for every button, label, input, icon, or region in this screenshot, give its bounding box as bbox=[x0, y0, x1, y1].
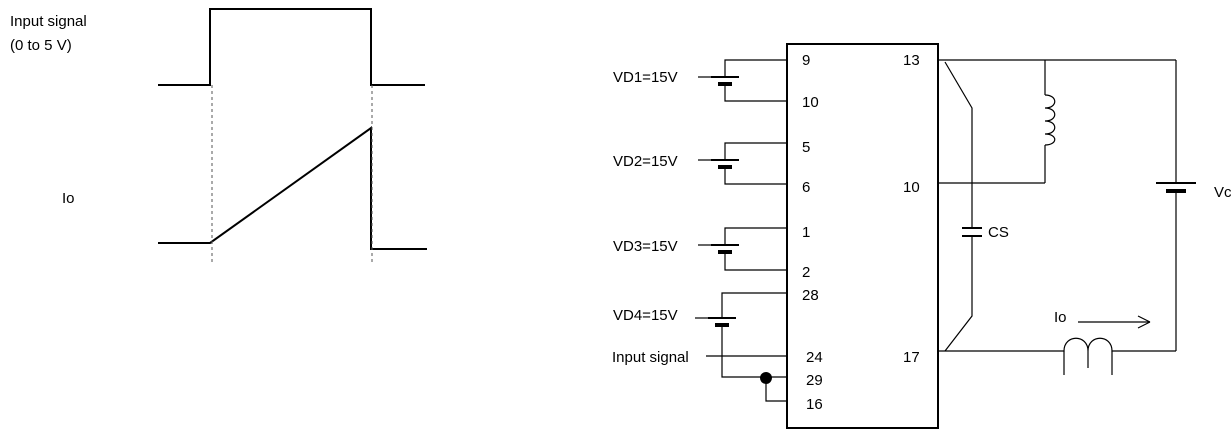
timing-diagram: Input signal (0 to 5 V) Io bbox=[10, 8, 427, 265]
pin29-pin16-link bbox=[765, 378, 787, 402]
cs-label: CS bbox=[988, 224, 1009, 241]
io-ramp-waveform bbox=[158, 126, 427, 250]
load-inductor bbox=[1050, 337, 1140, 375]
vd2-supply: VD2=15V bbox=[613, 142, 787, 185]
vcc-label: Vcc bbox=[1214, 184, 1231, 201]
cs-capacitor: CS bbox=[944, 61, 1009, 352]
input-pulse-waveform bbox=[158, 8, 425, 86]
vd3-supply: VD3=15V bbox=[613, 227, 787, 271]
pin-9: 9 bbox=[802, 52, 810, 69]
inductor-vertical bbox=[1044, 60, 1056, 183]
io-current-label: Io bbox=[1054, 309, 1067, 326]
io-arrow-head bbox=[1137, 315, 1151, 329]
vd2-label: VD2=15V bbox=[613, 153, 678, 170]
input-signal-range-label: (0 to 5 V) bbox=[10, 37, 72, 54]
pin-16: 16 bbox=[806, 396, 823, 413]
pin-28: 28 bbox=[802, 287, 819, 304]
pin-13: 13 bbox=[903, 52, 920, 69]
pin-17: 17 bbox=[903, 349, 920, 366]
pin-29: 29 bbox=[806, 372, 823, 389]
vd4-supply: VD4=15V bbox=[613, 292, 787, 378]
pin-10-right: 10 bbox=[903, 179, 920, 196]
pin-5: 5 bbox=[802, 139, 810, 156]
vd1-supply: VD1=15V bbox=[613, 59, 787, 102]
pin-6: 6 bbox=[802, 179, 810, 196]
vcc-supply: Vcc bbox=[1140, 60, 1231, 352]
pin-10-left: 10 bbox=[802, 94, 819, 111]
io-waveform-label: Io bbox=[62, 190, 75, 207]
ic-body bbox=[786, 43, 939, 429]
input-signal-pin-label: Input signal bbox=[612, 349, 689, 366]
input-signal-label: Input signal bbox=[10, 13, 87, 30]
vd3-label: VD3=15V bbox=[613, 238, 678, 255]
pin-2: 2 bbox=[802, 264, 810, 281]
pin-1: 1 bbox=[802, 224, 810, 241]
vd1-label: VD1=15V bbox=[613, 69, 678, 86]
circuit-diagram: 9 10 5 6 1 2 28 24 29 16 13 10 17 VD1=15… bbox=[612, 43, 1231, 429]
vd4-label: VD4=15V bbox=[613, 307, 678, 324]
pin-24: 24 bbox=[806, 349, 823, 366]
